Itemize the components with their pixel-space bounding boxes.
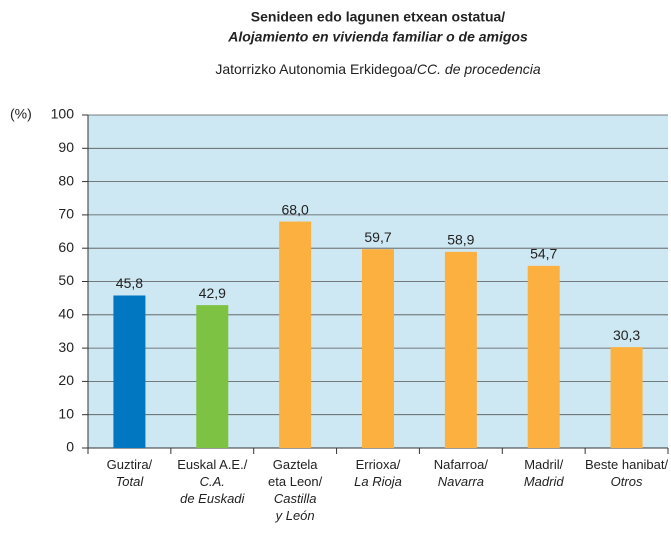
x-tick-line: Errioxa/ [356, 457, 401, 472]
bar [113, 295, 146, 448]
x-tick-line: Madril/ [524, 457, 563, 472]
x-tick-line: Gaztela [273, 457, 319, 472]
y-tick-label: 0 [66, 439, 74, 455]
value-label: 30,3 [613, 327, 640, 343]
subtitle-eu: Jatorrizko Autonomia Erkidegoa/ [215, 61, 417, 77]
x-tick-label: Euskal A.E./ C.A. de Euskadi [177, 457, 247, 506]
y-tick-label: 30 [58, 339, 74, 355]
y-tick-label: 40 [58, 306, 74, 322]
y-axis-label: (%) [10, 106, 32, 122]
x-tick-label: Errioxa/La Rioja [354, 457, 402, 489]
value-label: 54,7 [530, 246, 557, 262]
x-tick-line: Madrid [524, 474, 565, 489]
bar [279, 221, 312, 448]
bar [444, 251, 477, 448]
chart-subtitle: Jatorrizko Autonomia Erkidegoa/CC. de pr… [215, 61, 541, 77]
y-tick-label: 60 [58, 239, 74, 255]
y-tick-label: 90 [58, 139, 74, 155]
x-tick-line: Beste hanibat/ [585, 457, 669, 472]
subtitle-es: CC. de procedencia [417, 61, 541, 77]
x-tick-label: Madril/Madrid [524, 457, 565, 489]
x-tick-line: Guztira/ [107, 457, 153, 472]
x-tick-line: Nafarroa/ [434, 457, 489, 472]
x-tick-line: y León [275, 508, 315, 523]
bar [362, 249, 394, 448]
chart-title: Senideen edo lagunen etxean ostatua/ [251, 9, 506, 25]
x-tick-label: Guztira/Total [107, 457, 153, 489]
bar [527, 265, 560, 448]
x-tick-line: C.A. [200, 474, 225, 489]
x-tick-label: Nafarroa/Navarra [434, 457, 489, 489]
value-label: 42,9 [199, 285, 226, 301]
y-tick-label: 100 [51, 106, 75, 122]
bar [610, 347, 643, 448]
x-tick-line: La Rioja [354, 474, 402, 489]
y-tick-label: 10 [58, 405, 74, 421]
chart-title-es: Alojamiento en vivienda familiar o de am… [227, 29, 528, 45]
y-tick-label: 20 [58, 372, 74, 388]
y-tick-label: 50 [58, 272, 74, 288]
x-tick-line: Otros [611, 474, 643, 489]
x-tick-line: de Euskadi [180, 491, 245, 506]
x-tick-line: Castilla [274, 491, 317, 506]
x-tick-label: Beste hanibat/Otros [585, 457, 669, 489]
y-tick-label: 70 [58, 206, 74, 222]
x-tick-line: Total [116, 474, 145, 489]
x-tick-line: eta Leon/ [268, 474, 323, 489]
value-label: 68,0 [282, 201, 309, 217]
value-label: 59,7 [364, 229, 391, 245]
x-tick-label: Gaztela eta Leon/Castilla y León [268, 457, 323, 523]
x-tick-line: Euskal A.E./ [177, 457, 247, 472]
y-tick-label: 80 [58, 172, 74, 188]
x-tick-line: Navarra [438, 474, 484, 489]
bar [196, 305, 229, 448]
value-label: 58,9 [447, 232, 474, 248]
value-label: 45,8 [116, 275, 143, 291]
